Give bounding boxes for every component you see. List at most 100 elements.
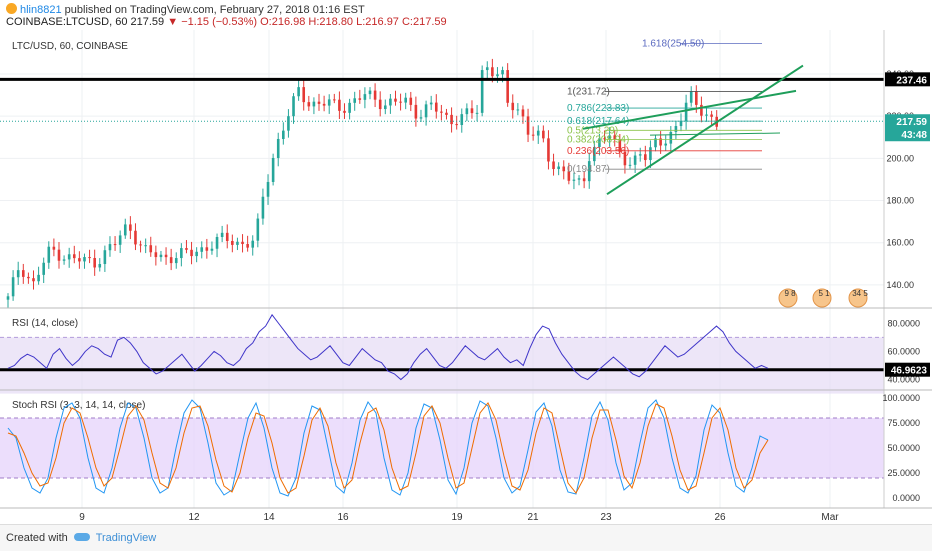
- created-with-text: Created with: [6, 532, 68, 544]
- candle-body: [312, 101, 316, 107]
- candle-body: [521, 109, 525, 117]
- rsi-line: [7, 313, 769, 381]
- candle-body: [577, 178, 581, 180]
- candle-body: [282, 130, 285, 139]
- last-price-label-bg: [885, 114, 930, 129]
- candle-body: [256, 218, 260, 241]
- candle-body: [93, 257, 96, 268]
- candle-body: [526, 116, 530, 135]
- candle-body: [695, 91, 698, 105]
- candle-body: [37, 274, 40, 282]
- fib-level-label: 0.5(213.29): [567, 125, 618, 136]
- candle-body: [302, 87, 306, 103]
- candle-body: [531, 134, 535, 136]
- candle-body: [343, 110, 346, 113]
- candle-body: [628, 164, 632, 166]
- candle-body: [480, 70, 484, 113]
- candle-body: [475, 112, 479, 114]
- price-tick-label: 200.00: [886, 153, 914, 163]
- rsi-value-label-bg: [885, 362, 930, 377]
- channel-inner-line: [649, 132, 781, 136]
- candle-body: [215, 236, 219, 249]
- time-tick-label: 9: [79, 512, 85, 523]
- event-marker-icon: [778, 288, 798, 308]
- price-tick-label: 140.00: [886, 280, 914, 290]
- candle-body: [83, 257, 86, 262]
- candle-body: [506, 70, 509, 103]
- ohlc-values: O:216.98 H:218.80 L:216.97 C:217.59: [260, 16, 447, 28]
- candle-body: [470, 108, 474, 114]
- candle-body: [567, 171, 571, 181]
- price-pane-title: LTC/USD, 60, COINBASE: [12, 41, 128, 52]
- candle-body: [399, 101, 402, 103]
- candle-body: [241, 241, 244, 245]
- candle-body: [485, 67, 489, 71]
- candle-body: [710, 114, 713, 117]
- user-avatar-icon: [6, 3, 17, 14]
- stoch-tick-label: 50.0000: [887, 443, 920, 453]
- candle-body: [496, 74, 499, 77]
- candle-body: [598, 138, 601, 148]
- candle-body: [547, 138, 550, 162]
- candle-body: [159, 254, 163, 258]
- candle-body: [654, 138, 657, 148]
- fib-level-label: 0.618(217.64): [567, 116, 629, 127]
- tradingview-link[interactable]: TradingView: [95, 532, 157, 544]
- candle-body: [659, 138, 662, 146]
- candle-body: [562, 166, 566, 172]
- channel-upper-line: [606, 64, 804, 196]
- candle-body: [404, 97, 407, 103]
- candle-body: [287, 116, 290, 131]
- channel-lower-line: [582, 89, 797, 130]
- candle-body: [623, 151, 627, 166]
- candle-body: [434, 102, 438, 112]
- username-link[interactable]: hlin8821: [20, 4, 62, 16]
- fib-level-label: 1.618(254.50): [642, 38, 704, 49]
- candle-body: [638, 154, 642, 156]
- price-tick-label: 160.00: [886, 238, 914, 248]
- candle-body: [292, 96, 295, 117]
- candle-body: [358, 98, 362, 100]
- candle-body: [210, 248, 214, 251]
- candle-body: [195, 251, 198, 257]
- candle-body: [185, 248, 188, 250]
- symbol-label: COINBASE:LTCUSD, 60: [6, 16, 128, 28]
- time-tick-label: 26: [714, 512, 726, 523]
- candle-body: [297, 87, 300, 97]
- candle-body: [231, 241, 234, 245]
- created-with: Created with TradingView: [6, 532, 156, 544]
- candle-body: [373, 90, 377, 100]
- candle-body: [501, 70, 504, 75]
- symbol-line: COINBASE:LTCUSD, 60 217.59 ▼ −1.15 (−0.5…: [6, 16, 447, 28]
- candle-body: [572, 179, 576, 181]
- resistance-price-label: 237.46: [896, 75, 927, 86]
- candle-body: [276, 138, 280, 158]
- countdown-label-bg: [885, 127, 930, 142]
- candle-body: [154, 252, 158, 258]
- candle-body: [689, 91, 693, 103]
- candle-body: [348, 102, 351, 113]
- candle-body: [669, 131, 673, 144]
- candle-body: [205, 247, 209, 251]
- stoch-tick-label: 25.0000: [887, 468, 920, 478]
- chart-canvas[interactable]: LTC/USD, 60, COINBASE RSI (14, close) St…: [0, 30, 932, 524]
- event-marker-icon: [812, 288, 832, 308]
- candle-body: [338, 99, 341, 111]
- time-tick-label: 14: [263, 512, 275, 523]
- candle-body: [164, 254, 168, 258]
- candle-body: [6, 296, 10, 300]
- candle-body: [700, 104, 703, 116]
- candle-body: [57, 249, 61, 261]
- candle-body: [261, 196, 265, 219]
- candle-body: [679, 121, 683, 127]
- candle-body: [644, 154, 647, 161]
- stoch-tick-label: 100.0000: [882, 393, 920, 403]
- candle-body: [21, 270, 25, 277]
- candle-body: [409, 97, 413, 105]
- down-arrow-icon: ▼: [167, 16, 179, 28]
- candle-body: [225, 232, 229, 242]
- publish-line: hlin8821 published on TradingView.com, F…: [6, 3, 365, 16]
- countdown-label: 43:48: [901, 130, 927, 141]
- candle-body: [394, 98, 397, 102]
- candle-body: [587, 161, 591, 182]
